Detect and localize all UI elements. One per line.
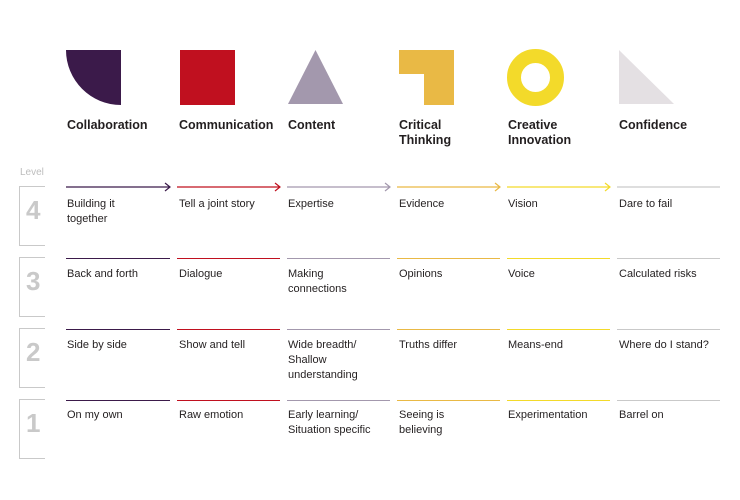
level-number-4: 4: [26, 195, 41, 225]
column-title-content: Content: [288, 118, 336, 132]
row-divider: [617, 329, 720, 331]
row-divider: [66, 329, 170, 331]
level-4-arrows: [66, 182, 720, 192]
cell-creative-innovation-level-2: Means-end: [508, 339, 564, 351]
cell-communication-level-4: Tell a joint story: [179, 198, 255, 210]
square-icon: [180, 50, 235, 105]
row-divider: [397, 400, 500, 402]
row-divider: [617, 258, 720, 260]
cell-confidence-level-2: Where do I stand?: [619, 339, 709, 351]
level-bracket: [19, 186, 45, 246]
column-title-communication: Communication: [179, 118, 274, 132]
column-title-creative-innovation: Creative Innovation: [508, 118, 572, 147]
cell-creative-innovation-level-1: Experimentation: [508, 409, 588, 421]
column-title-critical-thinking: Critical Thinking: [399, 118, 452, 147]
row-divider: [507, 400, 610, 402]
row-divider: [177, 258, 280, 260]
row-divider: [507, 258, 610, 260]
cell-confidence-level-1: Barrel on: [619, 409, 664, 421]
row-divider: [397, 258, 500, 260]
cell-communication-level-1: Raw emotion: [179, 409, 244, 421]
ring-icon: [507, 49, 564, 106]
level-number-2: 2: [26, 337, 41, 367]
triangle-icon: [288, 50, 343, 104]
cell-creative-innovation-level-4: Vision: [508, 198, 538, 210]
row-divider: [397, 329, 500, 331]
cell-critical-thinking-level-2: Truths differ: [399, 339, 458, 351]
cell-collaboration-level-1: On my own: [67, 409, 123, 421]
cell-content-level-4: Expertise: [288, 198, 334, 210]
column-title-collaboration: Collaboration: [67, 118, 148, 132]
cell-content-level-1: Early learning/ Situation specific: [288, 409, 371, 436]
cell-communication-level-3: Dialogue: [179, 268, 223, 280]
row-divider: [66, 400, 170, 402]
row-divider: [66, 258, 170, 260]
level-bracket: [19, 328, 45, 388]
level-axis-label: Level: [20, 167, 44, 178]
row-divider: [287, 258, 390, 260]
row-divider: [177, 329, 280, 331]
cell-critical-thinking-level-1: Seeing is believing: [399, 409, 445, 436]
cell-creative-innovation-level-3: Voice: [508, 268, 535, 280]
level-bracket: [19, 257, 45, 317]
right-triangle-icon: [619, 50, 674, 104]
cell-collaboration-level-4: Building it together: [67, 198, 115, 225]
quarter-circle-icon: [66, 50, 121, 105]
row-divider: [507, 329, 610, 331]
icon-row: [0, 0, 740, 110]
cell-critical-thinking-level-3: Opinions: [399, 268, 443, 280]
cell-content-level-2: Wide breadth/ Shallow understanding: [288, 339, 358, 381]
level-bracket: [19, 399, 45, 459]
cell-collaboration-level-2: Side by side: [67, 339, 127, 351]
corner-l-icon: [399, 50, 454, 105]
cell-confidence-level-4: Dare to fail: [619, 198, 673, 210]
cell-critical-thinking-level-4: Evidence: [399, 198, 445, 210]
cell-content-level-3: Making connections: [288, 268, 347, 295]
row-divider: [617, 400, 720, 402]
row-divider: [287, 400, 390, 402]
level-number-3: 3: [26, 266, 41, 296]
column-title-confidence: Confidence: [619, 118, 688, 132]
level-number-1: 1: [26, 408, 41, 438]
cell-communication-level-2: Show and tell: [179, 339, 246, 351]
cell-confidence-level-3: Calculated risks: [619, 268, 697, 280]
cell-collaboration-level-3: Back and forth: [67, 268, 138, 280]
row-divider: [287, 329, 390, 331]
row-divider: [177, 400, 280, 402]
